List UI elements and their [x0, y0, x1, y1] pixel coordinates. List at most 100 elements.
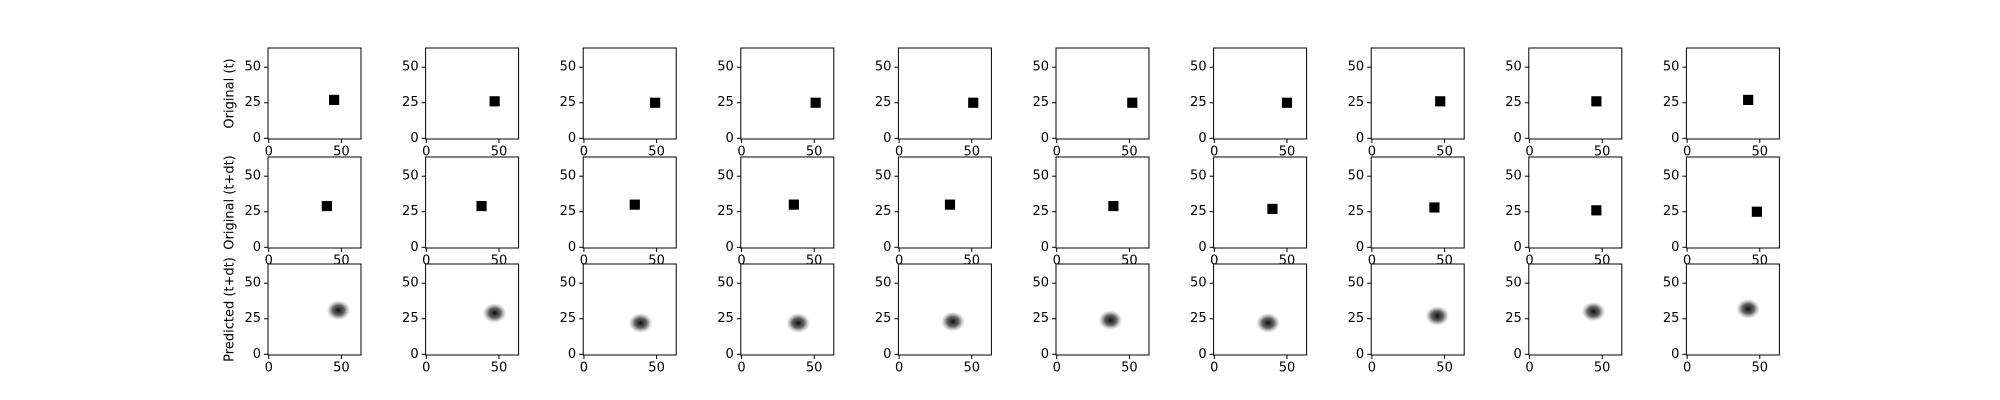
axes-frame — [1213, 156, 1308, 249]
x-tick-label: 50 — [491, 361, 508, 376]
y-tick-label: 0 — [410, 131, 418, 146]
y-tick-label: 0 — [253, 240, 261, 255]
x-tick-label: 0 — [1368, 361, 1376, 376]
x-tick-label: 0 — [422, 361, 430, 376]
x-tick-label: 50 — [964, 145, 981, 160]
axes-frame — [897, 47, 992, 140]
x-tick-label: 50 — [1752, 145, 1769, 160]
y-tick-label: 25 — [1032, 95, 1049, 110]
y-tick-label: 0 — [568, 347, 576, 362]
x-tick-label: 0 — [737, 361, 745, 376]
y-tick-label: 50 — [402, 169, 419, 184]
y-tick-label: 0 — [1198, 240, 1206, 255]
blob — [482, 303, 507, 324]
x-tick-label: 50 — [964, 361, 981, 376]
y-tick-label: 0 — [1671, 347, 1679, 362]
x-tick-label: 0 — [1368, 254, 1376, 269]
y-tick-label: 0 — [1671, 240, 1679, 255]
y-tick-label: 50 — [875, 60, 892, 75]
y-tick-label: 0 — [1198, 131, 1206, 146]
y-tick-label: 25 — [1032, 311, 1049, 326]
axes-frame — [267, 47, 362, 140]
square — [1127, 97, 1138, 108]
y-tick-label: 0 — [883, 131, 891, 146]
axes-frame — [425, 156, 520, 249]
x-tick-label: 50 — [1279, 145, 1296, 160]
x-tick-label: 0 — [422, 254, 430, 269]
y-tick-label: 25 — [875, 311, 892, 326]
axes-frame — [1685, 47, 1780, 140]
axes-frame — [582, 156, 677, 249]
axes-frame — [582, 47, 677, 140]
y-tick-label: 50 — [717, 276, 734, 291]
y-tick-label: 0 — [410, 347, 418, 362]
square — [944, 199, 956, 210]
y-tick-label: 25 — [1190, 204, 1207, 219]
row-label: Original (t+dt) — [223, 155, 238, 250]
x-tick-label: 50 — [806, 145, 823, 160]
y-tick-label: 50 — [1190, 60, 1207, 75]
y-tick-label: 25 — [402, 204, 419, 219]
x-tick-label: 50 — [1279, 361, 1296, 376]
y-tick-label: 50 — [402, 60, 419, 75]
y-tick-label: 50 — [1190, 169, 1207, 184]
y-tick-label: 25 — [717, 311, 734, 326]
x-tick-label: 0 — [1053, 145, 1061, 160]
blob — [1256, 313, 1281, 334]
x-tick-label: 0 — [1210, 254, 1218, 269]
y-tick-label: 25 — [560, 204, 577, 219]
axes-frame — [267, 156, 362, 249]
x-tick-label: 0 — [580, 361, 588, 376]
axes-frame — [1055, 263, 1150, 356]
y-tick-label: 50 — [1032, 169, 1049, 184]
x-tick-label: 0 — [895, 361, 903, 376]
y-tick-label: 50 — [244, 60, 261, 75]
axes-frame — [1528, 263, 1623, 356]
axes-frame — [1528, 47, 1623, 140]
x-tick-label: 0 — [1368, 145, 1376, 160]
axes-frame — [897, 263, 992, 356]
y-tick-label: 50 — [560, 60, 577, 75]
x-tick-label: 50 — [1121, 361, 1138, 376]
square — [788, 199, 799, 210]
x-tick-label: 0 — [1210, 145, 1218, 160]
square — [1751, 206, 1762, 217]
x-tick-label: 0 — [1683, 254, 1691, 269]
x-tick-label: 50 — [333, 361, 350, 376]
y-tick-label: 25 — [244, 204, 261, 219]
square — [1108, 200, 1119, 212]
axes-frame — [1370, 47, 1465, 140]
square — [1429, 202, 1440, 213]
x-tick-label: 0 — [265, 361, 273, 376]
blob — [628, 313, 653, 334]
y-tick-label: 25 — [1663, 311, 1680, 326]
y-tick-label: 0 — [1041, 131, 1049, 146]
blob — [1736, 298, 1761, 319]
y-tick-label: 25 — [1505, 204, 1522, 219]
y-tick-label: 25 — [1348, 95, 1365, 110]
y-tick-label: 50 — [244, 276, 261, 291]
axes-frame — [740, 47, 835, 140]
y-tick-label: 25 — [560, 95, 577, 110]
y-tick-label: 25 — [717, 204, 734, 219]
y-tick-label: 25 — [244, 311, 261, 326]
axes-frame — [1528, 156, 1623, 249]
axes-frame — [740, 263, 835, 356]
x-tick-label: 50 — [333, 145, 350, 160]
x-tick-label: 50 — [1436, 145, 1453, 160]
y-tick-label: 50 — [402, 276, 419, 291]
square — [1267, 203, 1278, 214]
x-tick-label: 50 — [1436, 361, 1453, 376]
